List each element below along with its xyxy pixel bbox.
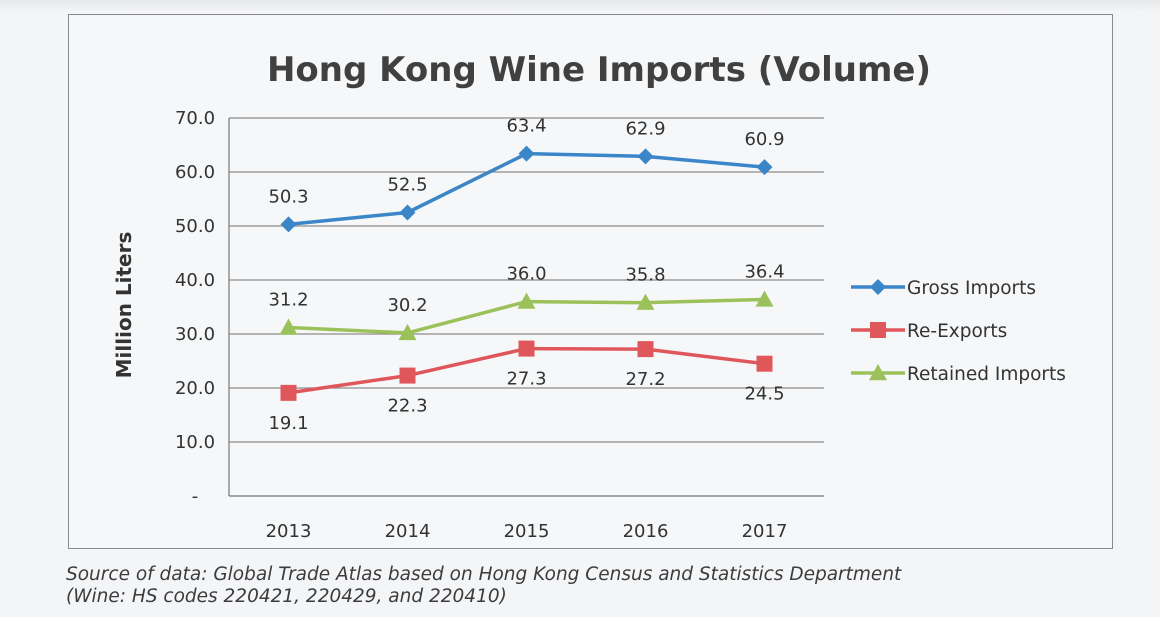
re-exports-point <box>399 367 416 384</box>
re-exports-data-label: 27.2 <box>625 369 665 390</box>
retained-imports-point <box>636 293 655 310</box>
retained-imports-legend-label: Retained Imports <box>907 364 1066 385</box>
gross-imports-data-label: 63.4 <box>506 116 546 137</box>
y-tick-label: 20.0 <box>175 378 215 399</box>
series-markers <box>279 145 774 401</box>
gross-imports-point <box>280 216 297 233</box>
source-line-2: (Wine: HS codes 220421, 220429, and 2204… <box>66 586 507 607</box>
gross-imports-point <box>756 159 773 176</box>
y-tick-label: 30.0 <box>175 324 215 345</box>
retained-imports-legend-marker <box>869 364 887 381</box>
legend: Gross Imports Re-Exports Retained Imports <box>851 278 1066 385</box>
y-axis-label: Million Liters <box>112 232 136 379</box>
y-axis-ticks: - 10.0 20.0 30.0 40.0 50.0 60.0 70.0 <box>175 108 215 507</box>
gross-imports-legend-marker <box>870 279 886 295</box>
x-tick-label: 2017 <box>742 521 788 542</box>
re-exports-data-label: 27.3 <box>506 369 546 390</box>
re-exports-point <box>637 341 654 358</box>
x-tick-label: 2013 <box>266 521 312 542</box>
gross-imports-point <box>518 145 535 162</box>
gross-imports-point <box>637 148 654 165</box>
re-exports-legend-marker <box>870 322 886 338</box>
retained-imports-data-label: 31.2 <box>268 290 308 311</box>
line-chart: -10.020.030.040.050.060.070.0 2013 2014 20… <box>112 50 1066 542</box>
retained-imports-data-label: 30.2 <box>387 295 427 316</box>
gross-imports-data-label: 62.9 <box>625 118 665 139</box>
data-labels: 50.3 52.5 63.4 62.9 60.9 19.1 22.3 27.3 27.2 24.5… <box>268 116 784 434</box>
gross-imports-data-label: 60.9 <box>744 129 784 150</box>
re-exports-data-label: 22.3 <box>387 396 427 417</box>
gross-imports-legend-label: Gross Imports <box>907 278 1036 299</box>
gross-imports-data-label: 52.5 <box>387 175 427 196</box>
y-tick-label: 40.0 <box>175 270 215 291</box>
re-exports-point <box>280 384 297 401</box>
retained-imports-point <box>517 292 536 309</box>
y-tick-label: 70.0 <box>175 108 215 129</box>
re-exports-legend-label: Re-Exports <box>907 321 1007 342</box>
x-axis-ticks: 2013 2014 2015 2016 2017 <box>266 521 788 542</box>
gross-imports-data-label: 50.3 <box>268 186 308 207</box>
chart-frame: -10.0 20.0 30.0 40.0 50.0 60.0 70.0 2013 2014 20… <box>68 14 1113 549</box>
re-exports-point <box>756 355 773 372</box>
retained-imports-point <box>279 318 298 335</box>
chart-title: Hong Kong Wine Imports (Volume) <box>267 50 931 90</box>
re-exports-data-label: 24.5 <box>744 384 784 405</box>
retained-imports-point <box>755 290 774 307</box>
x-tick-label: 2015 <box>504 521 550 542</box>
retained-imports-data-label: 36.0 <box>506 264 546 285</box>
gross-imports-point <box>399 204 416 221</box>
source-note: Source of data: Global Trade Atlas based… <box>66 564 1146 608</box>
y-tick-label: 60.0 <box>175 162 215 183</box>
y-tick-label: - <box>192 486 199 507</box>
y-tick-label: 10.0 <box>175 432 215 453</box>
gross-imports-line <box>288 151 765 227</box>
re-exports-point <box>518 340 535 357</box>
x-tick-label: 2014 <box>385 521 431 542</box>
y-tick-label: 50.0 <box>175 216 215 237</box>
source-line-1: Source of data: Global Trade Atlas based… <box>66 564 902 585</box>
retained-imports-data-label: 36.4 <box>744 261 784 282</box>
scan-shadow <box>0 0 1160 12</box>
x-tick-label: 2016 <box>623 521 669 542</box>
retained-imports-data-label: 35.8 <box>625 265 665 286</box>
retained-imports-point <box>398 323 417 341</box>
re-exports-data-label: 19.1 <box>268 413 308 434</box>
